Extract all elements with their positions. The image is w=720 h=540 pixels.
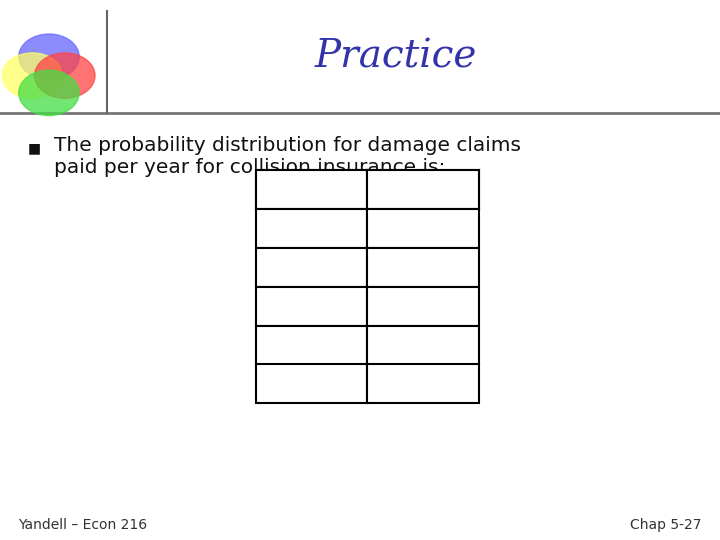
Text: ■: ■: [27, 141, 40, 156]
Text: Yandell – Econ 216: Yandell – Econ 216: [18, 518, 147, 532]
Text: 4000: 4000: [312, 336, 359, 354]
Bar: [367, 326, 479, 365]
Bar: [256, 170, 367, 209]
Text: Practice: Practice: [315, 38, 477, 75]
Bar: [256, 209, 367, 248]
Bar: [367, 248, 479, 287]
Bar: [256, 287, 367, 326]
Text: P(X): P(X): [430, 180, 470, 199]
Text: 0.03: 0.03: [429, 258, 470, 276]
Bar: [367, 170, 479, 209]
Text: 0: 0: [347, 180, 359, 199]
Bar: [367, 364, 479, 403]
Circle shape: [19, 70, 79, 116]
Circle shape: [35, 53, 95, 98]
Text: The probability distribution for damage claims: The probability distribution for damage …: [54, 136, 521, 156]
Text: X ($): X ($): [313, 180, 359, 199]
Text: 1000: 1000: [312, 258, 359, 276]
Text: 0.01: 0.01: [429, 336, 470, 354]
Circle shape: [19, 34, 79, 79]
Bar: [256, 248, 367, 287]
Text: paid per year for collision insurance is:: paid per year for collision insurance is…: [54, 158, 446, 177]
Text: 0.90: 0.90: [429, 180, 470, 199]
Text: Chap 5-27: Chap 5-27: [631, 518, 702, 532]
Bar: [367, 287, 479, 326]
Bar: [256, 170, 367, 209]
Text: 400: 400: [324, 219, 359, 238]
Text: 6000: 6000: [312, 375, 359, 393]
Circle shape: [2, 53, 63, 98]
Bar: [256, 364, 367, 403]
Bar: [367, 170, 479, 209]
Text: 0.04: 0.04: [429, 219, 470, 238]
Bar: [367, 209, 479, 248]
Bar: [256, 326, 367, 365]
Text: 0.01: 0.01: [429, 297, 470, 315]
Text: 0.01: 0.01: [429, 375, 470, 393]
Text: 2000: 2000: [312, 297, 359, 315]
